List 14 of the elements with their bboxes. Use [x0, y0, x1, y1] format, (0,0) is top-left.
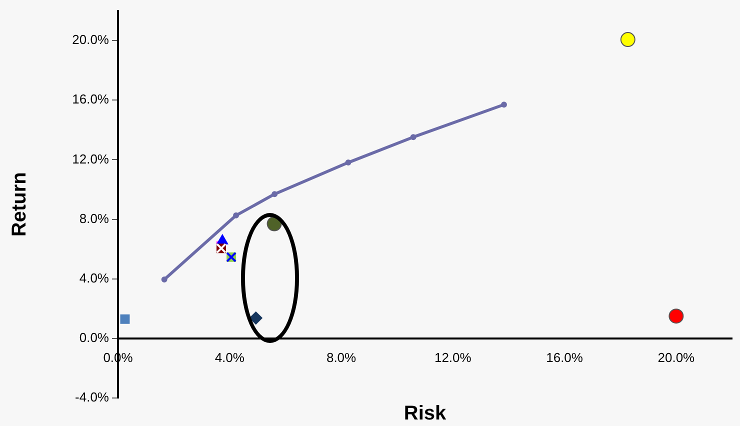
y-tick-label: 0.0% — [79, 330, 110, 346]
y-tick-label: -4.0% — [75, 390, 110, 405]
y-axis-title: Return — [8, 172, 31, 237]
x-tick-label: 8.0% — [326, 350, 357, 365]
x-tick-label: 12.0% — [434, 350, 472, 365]
y-tick-label: 20.0% — [72, 32, 110, 48]
x-tick-label: 4.0% — [214, 350, 245, 365]
y-tick-label: 8.0% — [79, 210, 110, 226]
x-tick-label: 20.0% — [658, 350, 696, 365]
x-axis-title: Risk — [404, 402, 447, 425]
x-tick-label: 16.0% — [546, 350, 584, 365]
y-tick-label: 16.0% — [72, 92, 110, 107]
y-tick-label: 4.0% — [79, 270, 110, 286]
y-tick-label: 12.0% — [72, 151, 110, 166]
